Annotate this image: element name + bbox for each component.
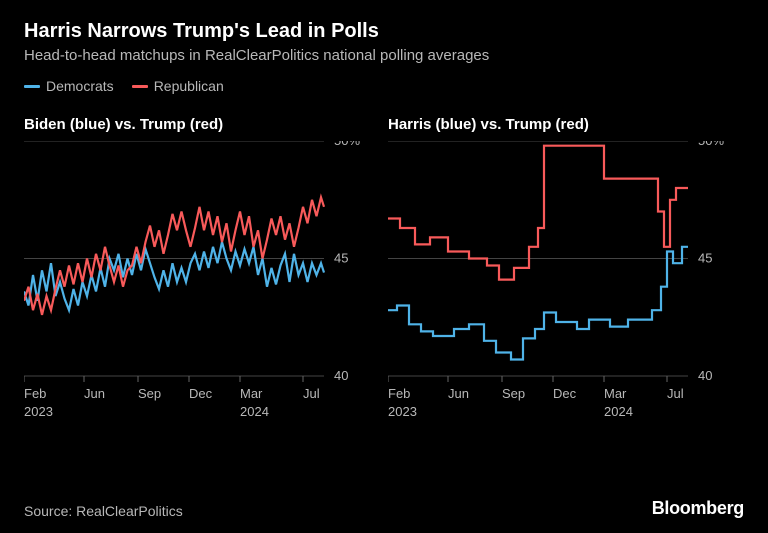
x-tick-label: Jul [303, 386, 320, 401]
legend-label-democrats: Democrats [46, 78, 114, 94]
chart-svg-1: 50% 45 40 Feb 2023 Jun Sep Dec Mar 2024 Jul [388, 141, 744, 431]
legend-swatch-republican [132, 85, 148, 88]
chart-subtitle: Head-to-head matchups in RealClearPoliti… [24, 47, 744, 64]
x-tick-label: Jul [667, 386, 684, 401]
line-democrat [24, 242, 324, 310]
y-tick-label: 40 [334, 368, 348, 383]
x-tick-label: Mar [240, 386, 263, 401]
x-tick-year: 2023 [388, 404, 417, 419]
legend-label-republican: Republican [154, 78, 224, 94]
footer: Source: RealClearPolitics Bloomberg [24, 498, 744, 519]
legend-item-republican: Republican [132, 78, 224, 94]
brand-text: Bloomberg [652, 498, 744, 519]
panel-title-1: Harris (blue) vs. Trump (red) [388, 116, 744, 133]
chart-panel-0: Biden (blue) vs. Trump (red) 50% 45 40 Feb… [24, 116, 380, 431]
x-tick-year: 2024 [604, 404, 633, 419]
y-tick-label: 50% [698, 141, 724, 148]
chart-panel-1: Harris (blue) vs. Trump (red) 50% 45 40 Fe… [388, 116, 744, 431]
charts-row: Biden (blue) vs. Trump (red) 50% 45 40 Feb… [24, 116, 744, 431]
x-tick-label: Jun [448, 386, 469, 401]
x-tick-label: Feb [24, 386, 46, 401]
chart-title: Harris Narrows Trump's Lead in Polls [24, 20, 744, 43]
y-tick-label: 40 [698, 368, 712, 383]
chart-svg-0: 50% 45 40 Feb 2023 Jun Sep Dec Mar 2024 Jul [24, 141, 380, 431]
x-tick-label: Feb [388, 386, 410, 401]
x-tick-label: Dec [553, 386, 577, 401]
x-tick-year: 2024 [240, 404, 269, 419]
x-tick-label: Sep [138, 386, 161, 401]
x-tick-year: 2023 [24, 404, 53, 419]
panel-title-0: Biden (blue) vs. Trump (red) [24, 116, 380, 133]
line-republican [388, 146, 688, 280]
y-tick-label: 50% [334, 141, 360, 148]
legend: Democrats Republican [24, 78, 744, 94]
line-democrat [388, 247, 688, 360]
line-republican [24, 197, 324, 315]
x-tick-label: Jun [84, 386, 105, 401]
y-tick-label: 45 [698, 251, 712, 266]
y-tick-label: 45 [334, 251, 348, 266]
legend-swatch-democrats [24, 85, 40, 88]
legend-item-democrats: Democrats [24, 78, 114, 94]
source-text: Source: RealClearPolitics [24, 503, 183, 519]
x-tick-label: Dec [189, 386, 213, 401]
x-tick-label: Mar [604, 386, 627, 401]
x-tick-label: Sep [502, 386, 525, 401]
